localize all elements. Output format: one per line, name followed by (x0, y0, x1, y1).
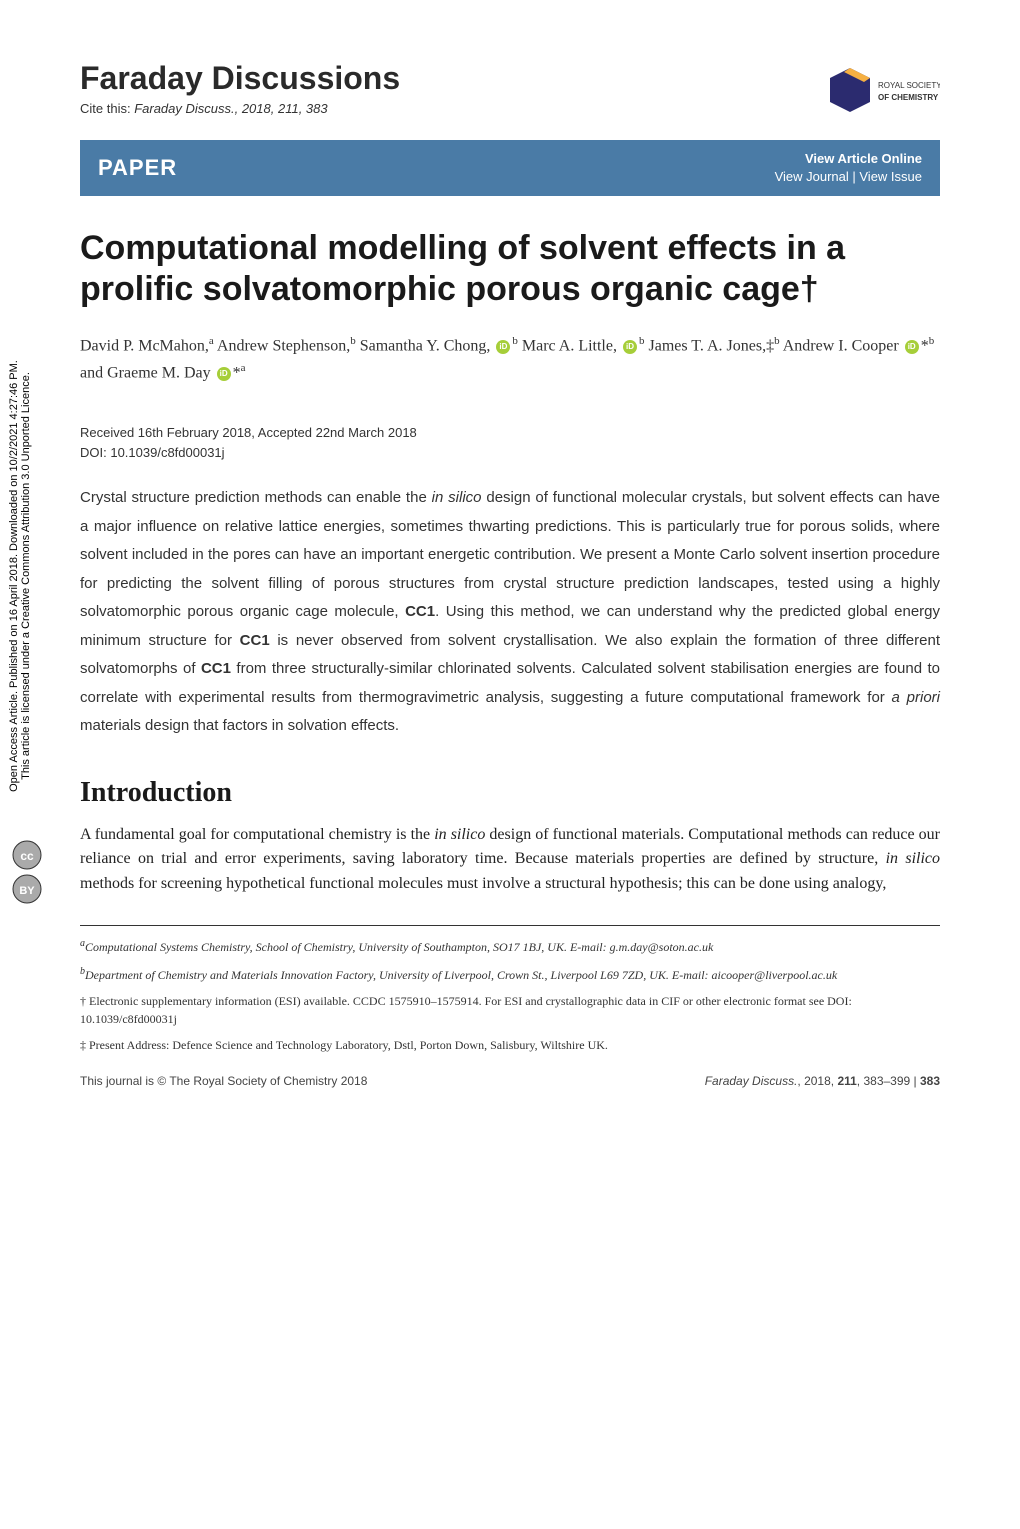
journal-title: Faraday Discussions (80, 60, 400, 97)
page-citation: Faraday Discuss., 2018, 211, 383–399 | 3… (705, 1074, 940, 1088)
footnotes: aComputational Systems Chemistry, School… (80, 925, 940, 1054)
cite-text: Faraday Discuss., 2018, 211, 383 (134, 101, 327, 116)
page-footer: This journal is © The Royal Society of C… (80, 1074, 940, 1088)
dates-block: Received 16th February 2018, Accepted 22… (80, 423, 940, 462)
by-icon: BY (12, 874, 42, 904)
cite-prefix: Cite this: (80, 101, 134, 116)
received-accepted: Received 16th February 2018, Accepted 22… (80, 423, 940, 443)
affil-b: bDepartment of Chemistry and Materials I… (80, 964, 940, 984)
article-title: Computational modelling of solvent effec… (80, 228, 940, 310)
page-header: Faraday Discussions Cite this: Faraday D… (80, 60, 940, 130)
journal-block: Faraday Discussions Cite this: Faraday D… (80, 60, 400, 116)
paper-links: View Article Online View Journal | View … (775, 150, 922, 186)
paper-label: PAPER (98, 155, 177, 181)
present-address: ‡ Present Address: Defence Science and T… (80, 1036, 940, 1054)
view-article-link[interactable]: View Article Online (775, 150, 922, 168)
abstract: Crystal structure prediction methods can… (80, 484, 940, 741)
esi-note: † Electronic supplementary information (… (80, 992, 940, 1028)
cite-line: Cite this: Faraday Discuss., 2018, 211, … (80, 101, 400, 116)
rsc-text1: ROYAL SOCIETY (878, 81, 940, 90)
doi: DOI: 10.1039/c8fd00031j (80, 443, 940, 463)
cc-by-badge: cc BY (12, 840, 42, 908)
paper-type-bar: PAPER View Article Online View Journal |… (80, 140, 940, 196)
intro-paragraph: A fundamental goal for computational che… (80, 823, 940, 897)
rsc-logo: ROYAL SOCIETY OF CHEMISTRY (820, 60, 940, 130)
intro-heading: Introduction (80, 777, 940, 809)
copyright: This journal is © The Royal Society of C… (80, 1074, 367, 1088)
sidebar-line1: Open Access Article. Published on 16 Apr… (8, 360, 20, 792)
authors-list: David P. McMahon,a Andrew Stephenson,b S… (80, 332, 940, 387)
sidebar-line2: This article is licensed under a Creativ… (20, 372, 32, 780)
svg-text:cc: cc (20, 849, 34, 863)
svg-text:OF CHEMISTRY: OF CHEMISTRY (878, 93, 939, 102)
view-journal-link[interactable]: View Journal | View Issue (775, 168, 922, 186)
affil-a: aComputational Systems Chemistry, School… (80, 936, 940, 956)
cc-icon: cc (12, 840, 42, 870)
svg-text:BY: BY (19, 885, 35, 897)
